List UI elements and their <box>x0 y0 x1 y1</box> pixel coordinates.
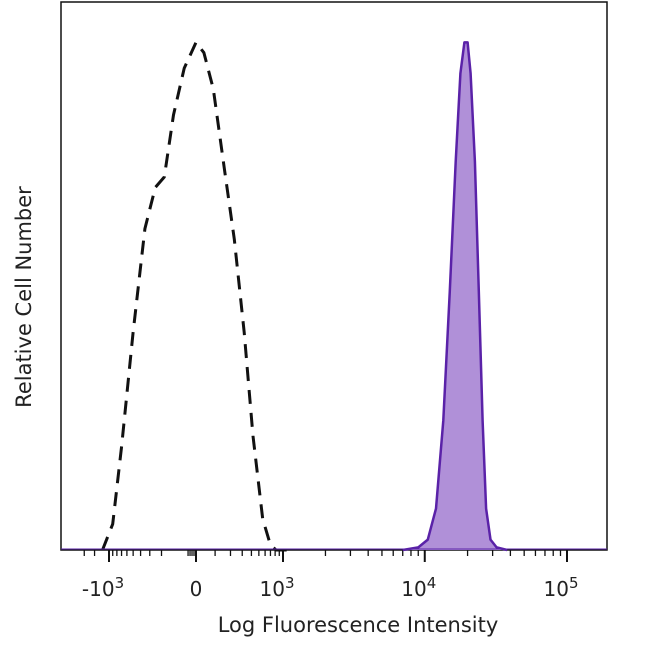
x-tick-label: 0 <box>190 577 203 601</box>
plot-frame <box>60 1 608 551</box>
x-tick-label: 104 <box>401 574 436 601</box>
x-tick-label: -103 <box>82 574 124 601</box>
series-1-area <box>402 42 508 551</box>
x-tick-labels: -103 0 103 104 105 <box>82 574 579 601</box>
x-axis-title: Log Fluorescence Intensity <box>218 613 499 637</box>
series-1-line <box>402 41 508 552</box>
x-major-ticks <box>108 550 568 562</box>
series-layer <box>61 40 607 552</box>
x-minor-ticks <box>83 550 562 556</box>
x-tick-label: 103 <box>260 574 295 601</box>
y-axis-title: Relative Cell Number <box>12 186 36 408</box>
x-tick-label: 105 <box>544 574 579 601</box>
series-0-line <box>101 40 289 552</box>
